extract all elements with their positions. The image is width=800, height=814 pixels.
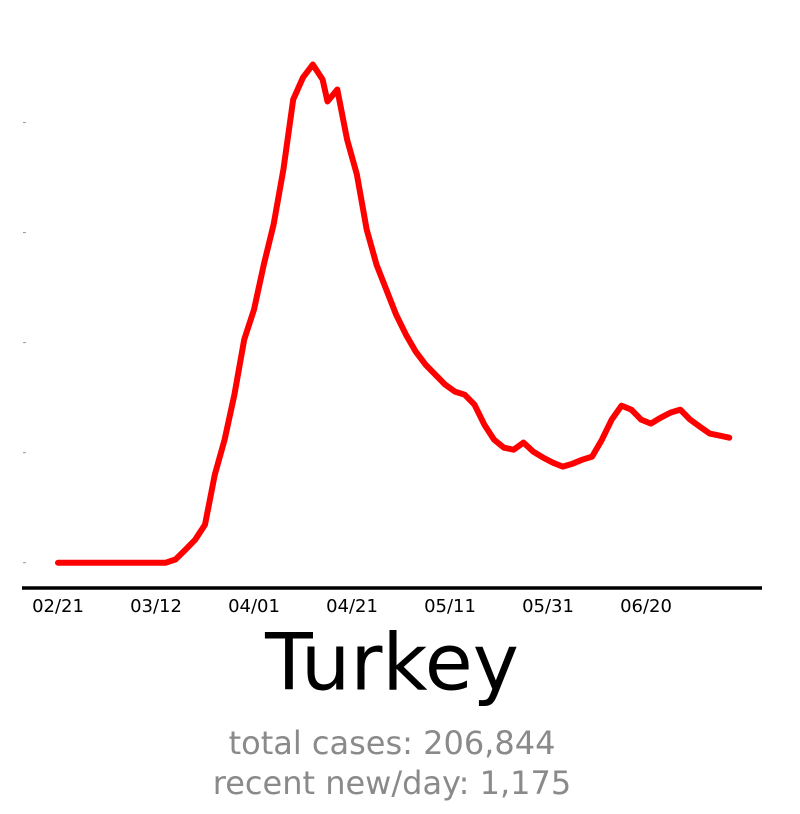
x-tick-label: 05/31 (522, 596, 574, 617)
x-tick-label: 06/20 (620, 596, 672, 617)
x-tick-label: 05/11 (424, 596, 476, 617)
subtitle: total cases: 206,844 (229, 724, 556, 762)
x-tick-label: 04/01 (228, 596, 280, 617)
subtitle: recent new/day: 1,175 (213, 764, 571, 802)
x-tick-label: 04/21 (326, 596, 378, 617)
chart-title: Turkey (264, 618, 519, 708)
x-tick-label: 03/12 (130, 596, 182, 617)
line (55, 61, 733, 566)
x-tick-label: 02/21 (32, 596, 84, 617)
